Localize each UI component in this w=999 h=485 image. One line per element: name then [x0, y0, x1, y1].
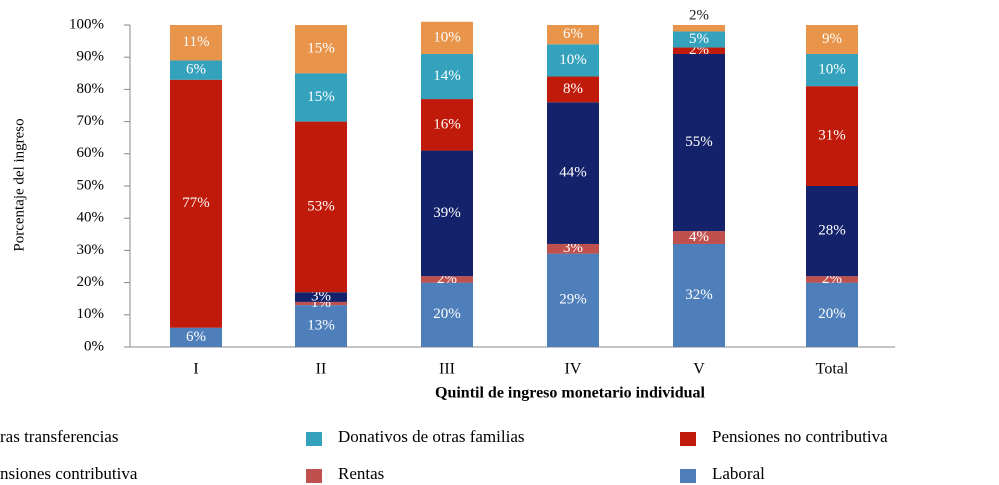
legend-swatch: [306, 432, 322, 446]
data-label: 14%: [433, 68, 461, 84]
data-label: 4%: [689, 229, 709, 245]
bar-segment: [421, 276, 473, 283]
x-tick-label: I: [193, 361, 198, 378]
data-label: 5%: [689, 31, 709, 47]
data-label: 28%: [818, 223, 846, 239]
data-label: 29%: [559, 292, 587, 308]
y-axis-title: Porcentaje del ingreso: [11, 118, 27, 251]
legend-label: Pensiones no contributiva: [712, 427, 888, 446]
legend-label: nsiones contributiva: [0, 464, 138, 483]
bar-segment: [547, 44, 599, 77]
legend-swatch: [680, 469, 696, 483]
y-tick-label: 60%: [77, 145, 105, 161]
legend-label: Laboral: [712, 464, 765, 483]
bar-segment: [673, 53, 725, 232]
bar-segment: [806, 282, 858, 347]
data-label: 77%: [182, 195, 210, 211]
bar-segment: [673, 243, 725, 347]
data-label: 3%: [311, 289, 331, 305]
y-tick-label: 0%: [84, 338, 104, 354]
y-tick-label: 40%: [77, 210, 105, 226]
bar-segment: [421, 53, 473, 100]
data-label: 32%: [685, 287, 713, 303]
bar-segment: [170, 25, 222, 61]
data-label: 16%: [433, 116, 461, 132]
legend-label: Donativos de otras familias: [338, 427, 525, 446]
data-label: 10%: [818, 62, 846, 78]
data-label: 15%: [307, 41, 335, 57]
bar-segment: [806, 186, 858, 277]
y-tick-label: 90%: [77, 49, 105, 65]
bar-segment: [170, 79, 222, 328]
legend-label: Rentas: [338, 464, 384, 483]
data-label: 44%: [559, 165, 587, 181]
y-tick-label: 30%: [77, 242, 105, 258]
bar-segment: [673, 31, 725, 48]
data-label: 6%: [563, 26, 583, 42]
bar-segment: [673, 47, 725, 54]
y-tick-label: 70%: [77, 113, 105, 129]
bar-segment: [806, 276, 858, 283]
data-label: 10%: [559, 52, 587, 68]
bar-segment: [421, 99, 473, 151]
bar-segment: [295, 73, 347, 122]
bar-segment: [295, 25, 347, 74]
bar-segment: [421, 21, 473, 54]
bar-segment: [170, 327, 222, 347]
legend-swatch: [680, 432, 696, 446]
data-label: 6%: [186, 329, 206, 345]
bar-segment: [295, 305, 347, 347]
data-label: 39%: [433, 205, 461, 221]
x-tick-label: Total: [816, 361, 849, 378]
data-label: 2%: [689, 7, 709, 23]
x-tick-label: II: [316, 361, 327, 378]
data-label: 8%: [563, 81, 583, 97]
bar-segment: [547, 102, 599, 244]
x-tick-label: III: [439, 361, 455, 378]
y-tick-label: 10%: [77, 306, 105, 322]
y-tick-label: 100%: [69, 16, 104, 32]
legend-label: ras transferencias: [0, 427, 118, 446]
bar-segment: [421, 150, 473, 277]
data-label: 31%: [818, 128, 846, 144]
bar-segment: [170, 60, 222, 80]
y-tick-label: 20%: [77, 274, 105, 290]
y-tick-label: 80%: [77, 81, 105, 97]
bar-segment: [547, 76, 599, 103]
bar-segment: [295, 292, 347, 302]
data-label: 3%: [563, 240, 583, 256]
bar-segment: [806, 25, 858, 54]
bar-segment: [295, 301, 347, 306]
bar-segment: [295, 121, 347, 293]
data-label: 6%: [186, 62, 206, 78]
x-tick-label: V: [693, 361, 705, 378]
bar-segment: [547, 243, 599, 254]
legend-swatch: [306, 469, 322, 483]
data-label: 9%: [822, 31, 842, 47]
bar-segment: [547, 25, 599, 45]
data-label: 10%: [433, 29, 461, 45]
data-label: 15%: [307, 89, 335, 105]
bar-segment: [673, 231, 725, 244]
x-tick-label: IV: [565, 361, 582, 378]
bar-segment: [673, 25, 725, 32]
data-label: 53%: [307, 198, 335, 214]
bar-segment: [806, 53, 858, 87]
data-label: 55%: [685, 134, 713, 150]
x-axis-title: Quintil de ingreso monetario individual: [435, 385, 706, 402]
data-label: 20%: [433, 306, 461, 322]
bar-segment: [421, 282, 473, 347]
bar-segment: [806, 86, 858, 186]
bar-segment: [547, 253, 599, 347]
data-label: 20%: [818, 306, 846, 322]
y-tick-label: 50%: [77, 177, 105, 193]
data-label: 13%: [307, 318, 335, 334]
data-label: 11%: [183, 34, 210, 50]
